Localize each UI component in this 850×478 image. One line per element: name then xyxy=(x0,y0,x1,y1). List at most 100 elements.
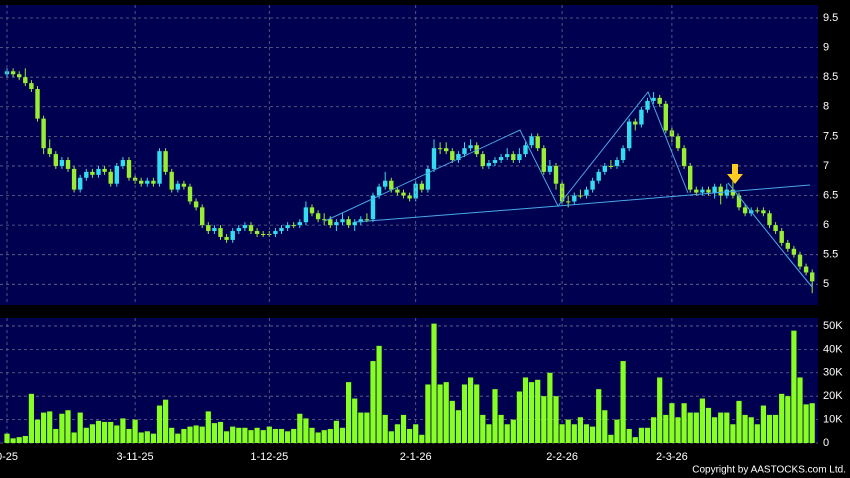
candle-body xyxy=(346,219,351,226)
volume-bar xyxy=(89,424,95,443)
volume-bar xyxy=(53,428,59,443)
volume-bar xyxy=(754,424,760,443)
candle-body xyxy=(450,151,455,161)
candle-body xyxy=(791,248,797,255)
volume-bar xyxy=(565,419,571,443)
volume-bar xyxy=(224,431,230,443)
volume-bar xyxy=(687,412,693,443)
candle-body xyxy=(810,272,815,282)
volume-bar xyxy=(748,417,754,443)
volume-bar xyxy=(413,424,419,443)
volume-bar xyxy=(22,435,28,443)
candle-body xyxy=(718,186,723,196)
candle-body xyxy=(163,151,168,172)
volume-bar xyxy=(339,427,346,443)
volume-bar xyxy=(583,424,590,443)
candle-body xyxy=(797,254,803,267)
candle-body xyxy=(645,100,650,110)
volume-bar xyxy=(571,424,577,443)
volume-bar xyxy=(28,393,34,443)
candle-body xyxy=(614,160,620,166)
volume-bar xyxy=(126,428,132,443)
candle-body xyxy=(145,180,150,184)
volume-bar xyxy=(644,427,651,443)
y-tick-label: 8 xyxy=(823,101,829,113)
volume-bar xyxy=(10,438,16,443)
y-tick-label: 30K xyxy=(823,367,843,379)
volume-bar xyxy=(468,377,474,443)
candle-body xyxy=(401,192,406,196)
candle-body xyxy=(785,242,790,249)
volume-bar xyxy=(309,427,315,443)
volume-bar xyxy=(724,412,730,443)
candle-body xyxy=(364,219,370,221)
candle-body xyxy=(395,189,400,193)
volume-bar xyxy=(205,411,211,443)
volume-bar xyxy=(181,428,187,443)
volume-bar xyxy=(59,413,65,443)
volume-bar xyxy=(297,413,303,443)
volume-bar xyxy=(144,431,150,443)
candle-body xyxy=(376,186,382,196)
volume-bar xyxy=(547,372,553,443)
volume-bar xyxy=(102,421,108,443)
volume-bar xyxy=(34,419,41,443)
volume-bar xyxy=(657,377,663,443)
candle-body xyxy=(700,189,705,193)
candle-body xyxy=(742,207,748,214)
candle-body xyxy=(681,148,687,166)
y-tick-label: 6.5 xyxy=(823,189,838,201)
candle-body xyxy=(584,189,589,196)
candle-body xyxy=(407,195,412,199)
volume-bar xyxy=(455,410,461,443)
candle-body xyxy=(334,222,339,226)
candle-body xyxy=(736,195,742,208)
y-tick-label: 8.5 xyxy=(823,71,838,83)
candle-body xyxy=(517,154,522,161)
volume-bar xyxy=(681,403,687,443)
candle-body xyxy=(535,136,540,149)
x-tick-label: 2-1-26 xyxy=(400,451,432,463)
candle-body xyxy=(511,154,516,161)
candle-body xyxy=(389,180,394,190)
volume-bar xyxy=(559,424,565,443)
candle-body xyxy=(803,266,809,273)
volume-bar xyxy=(602,410,608,443)
volume-bar xyxy=(285,431,291,443)
candle-body xyxy=(627,121,632,149)
x-tick-label: 3-11-25 xyxy=(117,451,154,463)
volume-bar xyxy=(651,417,657,443)
candle-body xyxy=(248,225,254,232)
volume-bar xyxy=(382,414,388,443)
candle-body xyxy=(120,160,126,166)
candle-body xyxy=(322,219,327,221)
candle-body xyxy=(541,148,546,172)
volume-bar xyxy=(632,437,638,443)
volume-bar xyxy=(169,427,175,443)
volume-bar xyxy=(211,423,217,443)
candle-body xyxy=(114,165,119,184)
candle-body xyxy=(688,165,693,190)
candle-body xyxy=(529,136,534,146)
y-tick-label: 10K xyxy=(823,413,843,425)
volume-bar xyxy=(480,414,486,443)
volume-bar xyxy=(779,393,785,443)
candle-body xyxy=(425,168,431,190)
candle-body xyxy=(694,189,699,193)
candle-body xyxy=(169,171,174,190)
x-tick-label: 2-2-26 xyxy=(546,451,578,463)
candle-body xyxy=(663,103,668,131)
x-tick-label: 2-3-26 xyxy=(656,451,688,463)
volume-bar xyxy=(138,432,144,443)
volume-bar xyxy=(760,405,766,443)
volume-bar xyxy=(705,407,712,443)
volume-bar xyxy=(608,434,614,443)
volume-bar xyxy=(541,396,547,443)
volume-bar xyxy=(120,418,126,443)
volume-bar xyxy=(278,428,285,443)
volume-bar xyxy=(333,420,339,443)
trend-line xyxy=(354,184,811,223)
volume-bar xyxy=(577,417,583,443)
volume-bar xyxy=(114,425,120,443)
volume-bar xyxy=(510,419,516,443)
